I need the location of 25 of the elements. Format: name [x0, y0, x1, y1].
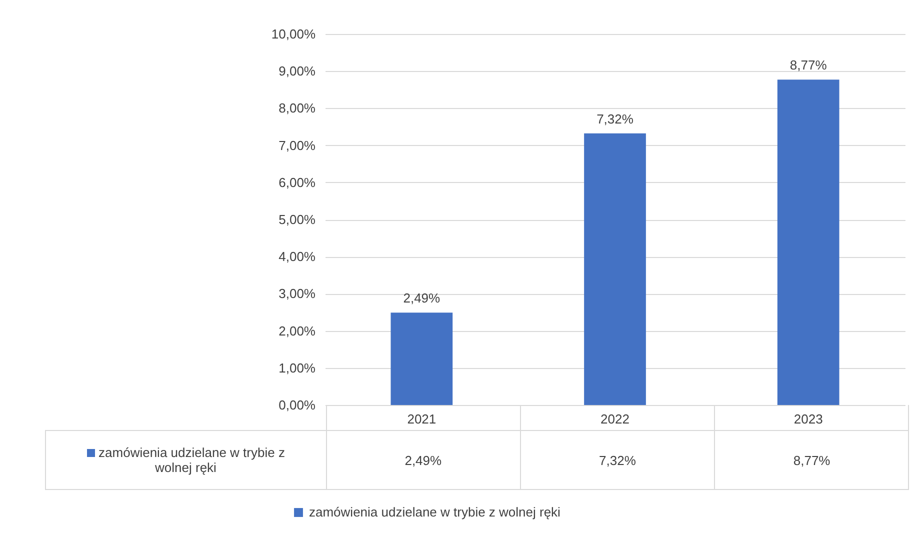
- y-tick-label: 5,00%: [278, 212, 316, 227]
- x-tick-label: 2023: [794, 412, 823, 426]
- y-tick-label: 3,00%: [278, 286, 316, 302]
- y-tick-label: 8,00%: [278, 100, 316, 116]
- y-tick-label: 2,00%: [278, 323, 316, 338]
- x-tick-label: 2022: [600, 412, 630, 426]
- text: zamówienia udzielane w trybie z wolnej ręki: [98, 445, 285, 475]
- data-label: 2,49%: [326, 430, 520, 490]
- bar: [777, 80, 840, 405]
- y-tick-label: 6,00%: [278, 174, 316, 190]
- y-tick-label: 0,00%: [278, 398, 316, 412]
- bar: [584, 133, 646, 405]
- y-tick-label: 1,00%: [278, 360, 316, 376]
- legend-label: zamówienia udzielane w trybie z wolnej ręki: [309, 504, 561, 520]
- x-tick-label: 2021: [407, 412, 436, 426]
- y-tick-label: 7,00%: [278, 138, 316, 153]
- y-tick-label: 10,00%: [271, 26, 316, 42]
- bar: [390, 312, 453, 405]
- text: 2,49%: [403, 290, 440, 306]
- y-tick-label: 9,00%: [278, 64, 316, 79]
- data-label: 7,32%: [520, 430, 715, 490]
- y-tick-label: 4,00%: [278, 249, 316, 264]
- text: 8,77%: [790, 58, 827, 73]
- data-label: 8,77%: [714, 430, 909, 490]
- text: 7,32%: [596, 111, 634, 126]
